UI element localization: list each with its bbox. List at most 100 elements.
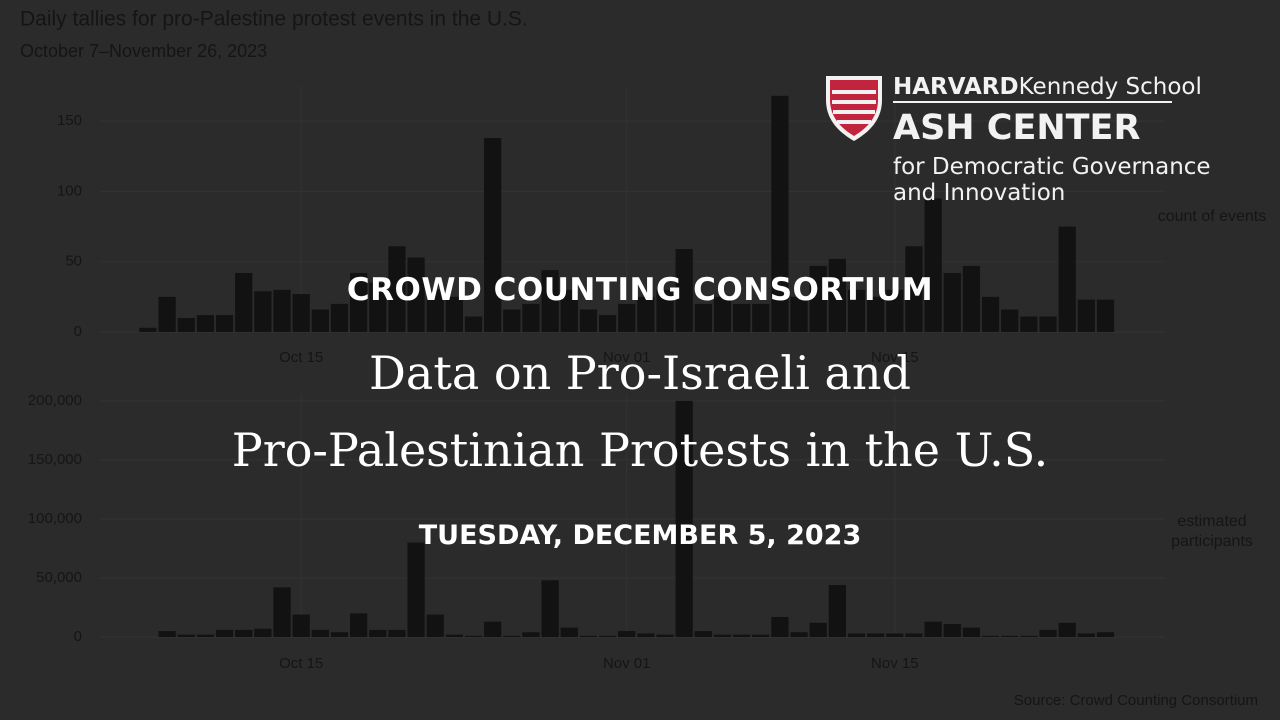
bar [273,289,291,332]
bar [905,246,923,332]
bar [388,629,406,637]
x-tick-label: Nov 01 [603,655,651,672]
bar [503,309,521,332]
bar [541,580,559,637]
bar [254,628,272,637]
source: Source: Crowd Counting Consortium [1014,692,1258,709]
bar [637,633,655,637]
bar [1096,299,1115,332]
bar [215,629,234,637]
bar [350,272,368,332]
bar [847,633,866,637]
bar [235,629,253,637]
x-tick-label: Nov 15 [871,655,919,672]
bar [1039,629,1057,637]
y-axis-label: count of events [1157,208,1267,225]
bar [656,289,674,332]
y-tick-label: 200,000 [28,392,82,409]
bar [522,632,540,637]
bar [943,624,961,637]
bar [1058,226,1076,332]
bar [771,616,789,637]
bar [579,635,598,637]
bar [445,296,463,332]
bar [484,621,502,637]
event-date: TUESDAY, DECEMBER 5, 2023 [418,520,862,551]
bar [905,633,923,637]
bar [752,634,770,637]
bar [847,289,866,332]
bar [196,315,215,332]
bar [981,635,1000,637]
bar [809,265,827,332]
bar [541,270,559,332]
bar [1020,635,1038,637]
organizer: CROWD COUNTING CONSORTIUM [346,272,934,308]
y-tick-label: 100 [57,182,82,199]
y-tick-label: 150,000 [28,451,82,468]
bar [771,95,789,332]
bar [713,634,732,637]
bar [445,634,463,637]
logo-school: HARVARDKennedy School [893,74,1202,100]
bar [407,257,425,332]
bar [733,303,751,332]
bar [139,327,157,332]
bar [311,309,329,332]
bar [618,631,636,637]
y-axis-label: estimated participants [1171,513,1253,550]
event-title: Data on Pro-Israeli and [369,346,911,400]
bar [292,294,310,332]
bar [273,587,291,637]
bar [1001,309,1019,332]
logo-center: ASH CENTER [893,108,1141,148]
bar [196,634,215,637]
bar [752,303,770,332]
bar [886,633,904,637]
bar [962,265,981,332]
bar [369,282,387,332]
bar [828,585,846,637]
bar [579,309,598,332]
bar [464,635,483,637]
bar [1001,635,1019,637]
bar [369,629,387,637]
bar [426,289,444,332]
y-tick-label: 0 [74,323,82,340]
chart-subtitle: October 7–November 26, 2023 [20,41,267,61]
bar [426,614,444,637]
logo-kennedy: Kennedy School [1018,74,1202,100]
y-tick-label: 50 [65,253,82,270]
x-tick-label: Oct 15 [279,655,323,672]
bar [656,634,674,637]
bar [1020,316,1038,332]
bar [503,635,521,637]
bar [809,622,827,637]
bar [484,138,502,332]
bar [598,635,617,637]
bar [637,296,655,332]
bar [1077,299,1095,332]
bar [464,316,483,332]
logo-line: for Democratic Governance [893,154,1211,180]
bar [924,198,942,332]
x-tick-label: Nov 01 [603,349,651,366]
bar [694,303,712,332]
bar [618,303,636,332]
bar [790,632,808,637]
bar [1039,316,1057,332]
bar [254,291,272,332]
bar [311,629,329,637]
bar [867,633,885,637]
bar [292,614,310,637]
bar [158,296,176,332]
bar [388,246,406,332]
y-tick-label: 150 [57,112,82,129]
bar [675,400,693,637]
logo-line: and Innovation [893,180,1066,206]
bar [943,272,961,332]
logo-harvard: HARVARD [893,74,1019,100]
bar [177,634,195,637]
